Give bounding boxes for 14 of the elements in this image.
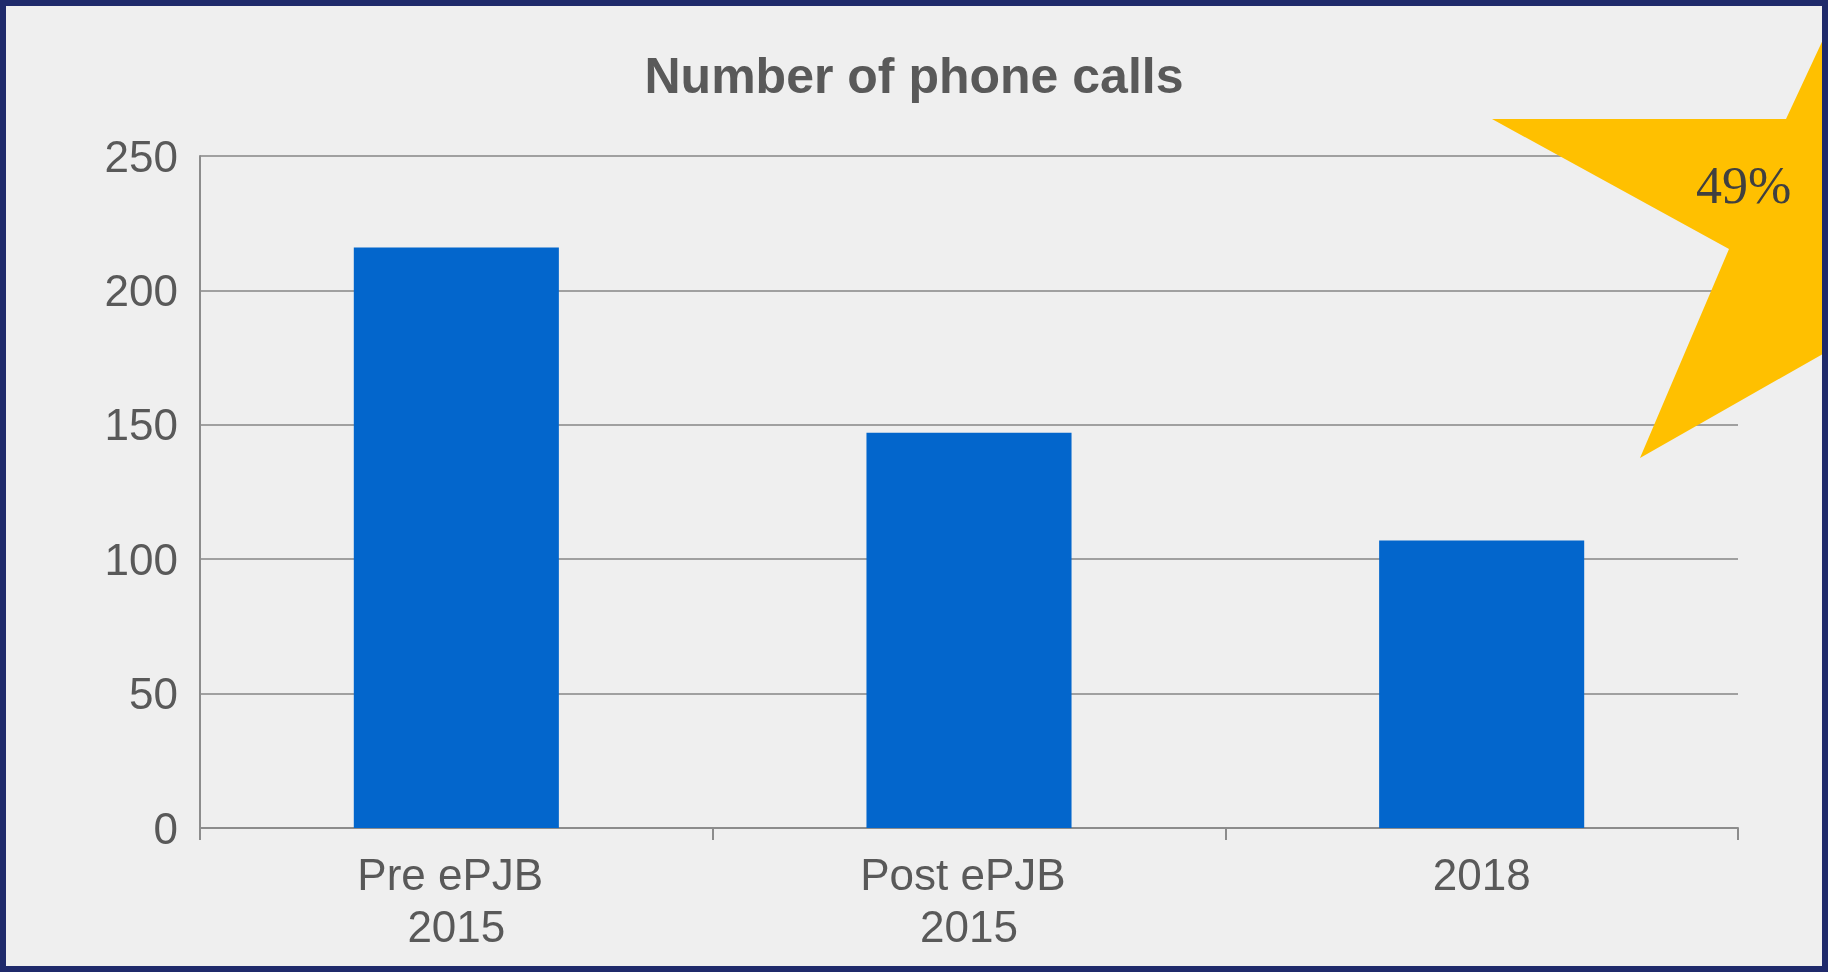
y-tick-label: 250 (104, 131, 178, 181)
y-tick-label: 50 (129, 669, 178, 719)
y-tick-label: 0 (153, 803, 178, 853)
y-tick-label: 200 (104, 265, 178, 315)
y-tick-label: 100 (104, 534, 178, 584)
chart-title: Number of phone calls (644, 48, 1184, 104)
bar (1379, 540, 1585, 828)
bar (866, 432, 1072, 828)
bar (353, 247, 559, 828)
annotation: 49% (1696, 156, 1792, 215)
x-tick-label: Pre ePJB 2015 (357, 849, 556, 951)
y-tick-label: 150 (104, 400, 178, 450)
x-tick-label: 2018 (1432, 849, 1531, 899)
x-tick-label: Post ePJB 2015 (860, 849, 1078, 951)
